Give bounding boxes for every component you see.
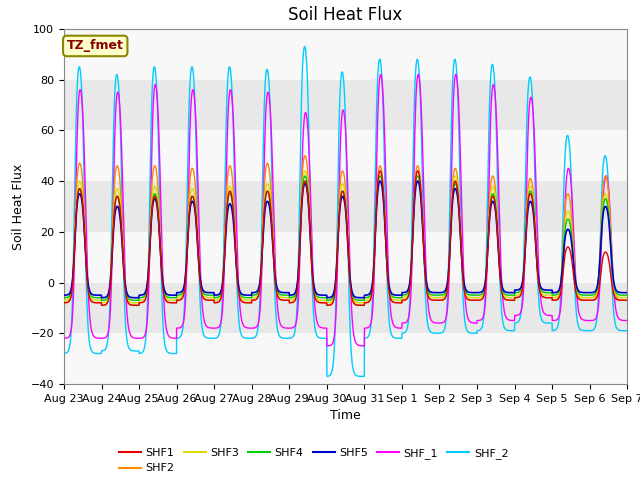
Line: SHF3: SHF3 [64, 171, 627, 303]
SHF5 [552, 289, 559, 295]
SHF2 [301, 153, 308, 158]
SHF5 [612, 288, 620, 294]
Title: Soil Heat Flux: Soil Heat Flux [289, 6, 403, 24]
Bar [64, 130, 627, 181]
SHF5 [60, 292, 68, 298]
SHF3 [60, 298, 68, 303]
SHF_1 [360, 343, 368, 349]
Bar [64, 333, 627, 384]
Text: TZ_fmet: TZ_fmet [67, 39, 124, 52]
SHF1 [276, 297, 284, 302]
SHF4 [276, 291, 284, 297]
SHF2 [276, 296, 284, 302]
SHF4 [552, 292, 559, 298]
SHF5 [301, 181, 308, 187]
SHF2 [552, 297, 559, 303]
SHF_2 [360, 373, 368, 379]
SHF_1 [552, 317, 559, 323]
SHF4 [124, 295, 132, 301]
SHF3 [135, 300, 143, 306]
SHF3 [623, 295, 631, 300]
SHF_1 [124, 323, 132, 328]
SHF3 [301, 168, 308, 174]
SHF2 [360, 302, 368, 308]
X-axis label: Time: Time [330, 409, 361, 422]
SHF3 [276, 294, 284, 300]
SHF5 [623, 290, 631, 296]
Line: SHF5: SHF5 [64, 181, 627, 298]
SHF2 [124, 300, 132, 305]
SHF1 [301, 179, 308, 184]
SHF_2 [276, 334, 284, 339]
SHF1 [158, 274, 166, 280]
SHF4 [135, 298, 143, 303]
SHF2 [301, 154, 308, 159]
SHF5 [124, 293, 132, 299]
SHF2 [623, 298, 631, 303]
SHF1 [623, 298, 631, 303]
SHF4 [301, 173, 308, 179]
SHF3 [124, 298, 132, 303]
SHF1 [552, 297, 559, 303]
SHF1 [124, 300, 132, 306]
SHF3 [612, 292, 620, 298]
SHF5 [376, 178, 384, 184]
SHF4 [60, 295, 68, 300]
SHF1 [135, 302, 143, 308]
SHF5 [135, 295, 143, 300]
SHF_2 [623, 328, 631, 334]
SHF1 [612, 296, 620, 302]
SHF3 [301, 168, 308, 174]
SHF3 [552, 295, 559, 300]
SHF4 [623, 292, 631, 298]
Bar [64, 232, 627, 283]
SHF_1 [276, 320, 284, 326]
Line: SHF_1: SHF_1 [64, 74, 627, 346]
SHF_1 [158, 234, 166, 240]
SHF4 [301, 173, 308, 179]
SHF2 [158, 263, 166, 269]
SHF_1 [60, 336, 68, 341]
SHF2 [60, 300, 68, 306]
SHF5 [158, 269, 166, 275]
SHF1 [376, 168, 384, 174]
SHF2 [612, 295, 620, 300]
SHF1 [60, 300, 68, 306]
SHF_2 [552, 327, 559, 333]
SHF_2 [301, 44, 308, 49]
Y-axis label: Soil Heat Flux: Soil Heat Flux [12, 163, 25, 250]
Line: SHF_2: SHF_2 [64, 47, 627, 376]
Line: SHF1: SHF1 [64, 171, 627, 305]
SHF4 [612, 290, 620, 296]
Bar [64, 29, 627, 80]
SHF5 [276, 289, 284, 295]
SHF_2 [301, 44, 308, 49]
SHF3 [158, 270, 166, 276]
SHF_2 [158, 287, 166, 293]
SHF_1 [623, 318, 631, 324]
SHF_1 [377, 72, 385, 77]
SHF_1 [301, 114, 308, 120]
SHF4 [158, 269, 166, 275]
Line: SHF2: SHF2 [64, 156, 627, 305]
SHF_2 [612, 325, 620, 331]
SHF_2 [124, 343, 132, 349]
Line: SHF4: SHF4 [64, 176, 627, 300]
Legend: SHF1, SHF2, SHF3, SHF4, SHF5, SHF_1, SHF_2: SHF1, SHF2, SHF3, SHF4, SHF5, SHF_1, SHF… [115, 444, 513, 478]
SHF_2 [60, 350, 68, 356]
SHF_1 [612, 310, 620, 316]
